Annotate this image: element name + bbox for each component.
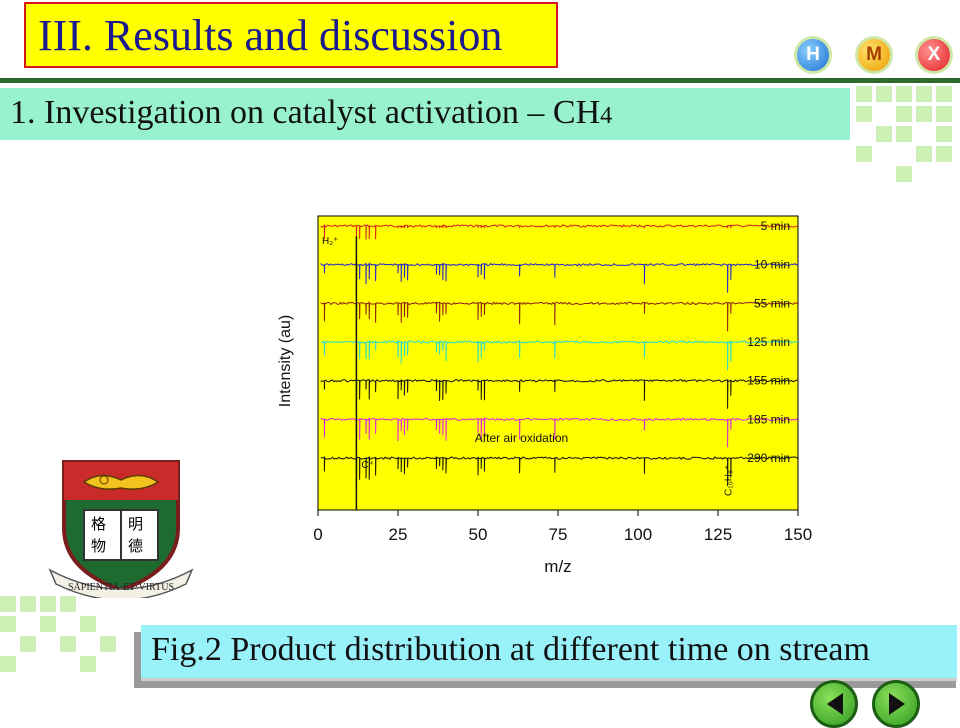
series-label-2: 10 min	[754, 258, 790, 272]
x-tick-label-4: 75	[549, 525, 568, 544]
menu-button-icon[interactable]: M	[855, 36, 893, 74]
series-label-5: 155 min	[747, 374, 790, 388]
decorative-squares-bottom	[0, 596, 130, 696]
series-label-1: 5 min	[761, 219, 790, 233]
crest-char-4: 德	[128, 537, 143, 555]
x-tick-label-1: 0	[313, 525, 322, 544]
decorative-squares-top	[852, 86, 960, 182]
air-oxidation-annotation: After air oxidation	[475, 431, 568, 445]
crest-char-2: 明	[128, 515, 143, 533]
previous-slide-button[interactable]	[810, 680, 858, 728]
series-label-3: 55 min	[754, 296, 790, 310]
crest-motto: SAPIENTIA·ET·VIRTUS	[68, 582, 174, 593]
university-crest-logo: 格 明 物 德 SAPIENTIA·ET·VIRTUS	[48, 460, 194, 598]
title-underline	[0, 78, 960, 83]
series-line-3	[320, 301, 799, 334]
section-header-text: 1. Investigation on catalyst activation …	[10, 94, 612, 132]
slide-title-box: III. Results and discussion	[24, 2, 558, 68]
section-header: 1. Investigation on catalyst activation …	[0, 88, 850, 140]
x-tick-label-6: 125	[704, 525, 732, 544]
figure-caption-box: Fig.2 Product distribution at different …	[141, 625, 957, 681]
arrow-right-icon	[889, 693, 905, 715]
exit-button-icon[interactable]: X	[915, 36, 953, 74]
mass-spectrum-chart: 5 min 10 min 55 min 125 min 155 min 185 min 29…	[277, 215, 812, 576]
x-tick-label-5: 100	[624, 525, 652, 544]
crest-char-1: 格	[91, 515, 106, 533]
next-slide-button[interactable]	[872, 680, 920, 728]
series-label-4: 125 min	[747, 335, 790, 349]
slide-title: III. Results and discussion	[38, 11, 503, 60]
series-line-6	[320, 417, 799, 450]
series-line-5	[320, 378, 799, 411]
h2-annotation: H₂⁺	[322, 236, 338, 247]
home-button-label: H	[806, 44, 820, 65]
c-annotation: C⁺	[361, 460, 374, 471]
crest-char-3: 物	[91, 537, 106, 555]
arrow-left-icon	[827, 693, 843, 715]
section-header-main: 1. Investigation on catalyst activation …	[10, 94, 601, 131]
figure-caption: Fig.2 Product distribution at different …	[151, 631, 870, 668]
series-line-4	[320, 339, 799, 373]
series-line-7	[320, 456, 799, 489]
x-tick-label-7: 150	[784, 525, 812, 544]
series-label-6: 185 min	[747, 412, 790, 426]
x-tick-label-3: 50	[469, 525, 488, 544]
series-label-7: 290 min	[747, 451, 790, 465]
menu-button-label: M	[866, 44, 882, 65]
home-button-icon[interactable]: H	[794, 36, 832, 74]
y-axis-label: Intensity (au)	[277, 315, 294, 407]
naphthalene-annotation: C₁₀H₈⁺	[724, 465, 735, 496]
series-line-1	[320, 223, 799, 240]
x-axis-label: m/z	[544, 557, 571, 576]
series-line-2	[320, 262, 799, 295]
exit-button-label: X	[927, 44, 941, 65]
x-tick-label-2: 25	[389, 525, 408, 544]
section-header-subscript: 4	[600, 103, 613, 129]
